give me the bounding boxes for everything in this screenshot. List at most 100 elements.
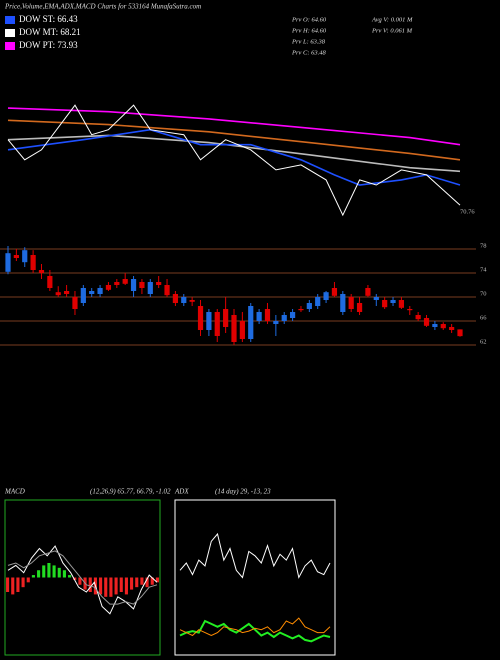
candle-body (22, 250, 28, 263)
info-text: Prv O: 64.60 (291, 16, 327, 23)
ema-line (7, 119, 461, 161)
candle-body (80, 288, 86, 303)
candle-body (356, 303, 363, 312)
candle-body (256, 312, 262, 321)
candle-body (340, 294, 346, 312)
candle-body (348, 297, 354, 309)
panel-subtitle: (14 day) 29, -13, 23 (215, 488, 271, 496)
candle-body (38, 270, 45, 273)
macd-histogram-bar (26, 577, 30, 583)
info-text: Prv C: 63.48 (291, 49, 327, 56)
candle-body (373, 297, 379, 300)
candle-body (197, 306, 204, 330)
candle-body (273, 321, 279, 324)
candle-body (63, 291, 70, 294)
macd-histogram-bar (68, 575, 72, 578)
adx-frame (174, 499, 336, 656)
macd-line (7, 545, 158, 615)
macd-histogram-bar (73, 577, 77, 580)
candle-body (172, 294, 179, 303)
macd-histogram-bar (135, 577, 139, 588)
candle-body (440, 324, 446, 329)
y-tick-label: 62 (480, 338, 487, 345)
y-tick-label: 66 (480, 314, 487, 321)
candle-body (331, 288, 338, 296)
candle-body (105, 285, 112, 290)
macd-histogram-bar (16, 577, 20, 592)
page-title: Price,Volume,EMA,ADX,MACD Charts for 533… (4, 3, 201, 11)
candle-body (89, 291, 95, 294)
y-tick-label: 70 (480, 290, 487, 297)
macd-histogram-bar (88, 577, 92, 592)
adx-line (179, 617, 331, 637)
y-tick-label: 74 (480, 266, 487, 273)
macd-histogram-bar (37, 570, 41, 578)
candle-body (189, 300, 195, 302)
legend-label: DOW PT: 73.93 (19, 40, 78, 50)
candle-body (122, 279, 128, 284)
legend-swatch (5, 42, 15, 50)
macd-histogram-bar (119, 577, 123, 592)
macd-histogram-bar (6, 577, 10, 592)
candle-body (206, 312, 212, 330)
candle-body (114, 282, 120, 285)
candle-body (365, 288, 371, 296)
legend-swatch (5, 29, 15, 37)
macd-histogram-bar (21, 577, 25, 588)
macd-histogram-bar (57, 567, 61, 578)
candle-body (47, 276, 53, 288)
legend-label: DOW ST: 66.43 (19, 14, 78, 24)
candle-body (13, 255, 19, 258)
macd-histogram-bar (145, 577, 149, 588)
macd-histogram-bar (155, 577, 159, 583)
macd-histogram-bar (78, 577, 82, 585)
candle-body (139, 282, 145, 288)
macd-histogram-bar (42, 565, 46, 578)
candle-body (181, 297, 187, 303)
candle-body (231, 315, 237, 342)
macd-histogram-bar (62, 570, 66, 578)
candle-body (5, 253, 11, 272)
candle-body (55, 292, 61, 296)
candle-body (130, 279, 137, 291)
candle-body (30, 255, 36, 270)
legend-label: DOW MT: 68.21 (19, 27, 81, 37)
candle-body (72, 297, 78, 309)
macd-histogram-bar (47, 563, 51, 578)
candle-body (147, 282, 153, 294)
panel-title: ADX (174, 488, 189, 496)
macd-histogram-bar (52, 565, 56, 578)
macd-frame (4, 499, 161, 656)
macd-histogram-bar (104, 577, 108, 597)
candle-body (289, 312, 296, 318)
macd-histogram-bar (150, 577, 154, 585)
adx-line (179, 619, 331, 643)
candle-body (156, 282, 162, 285)
macd-histogram-bar (124, 577, 128, 595)
candle-body (407, 309, 413, 311)
adx-line (179, 532, 331, 579)
macd-histogram-bar (99, 577, 103, 595)
candle-body (223, 309, 229, 327)
candle-body (432, 324, 438, 327)
candle-body (97, 288, 103, 294)
price-label: 70.76 (460, 208, 475, 215)
candle-body (306, 303, 312, 309)
macd-histogram-bar (31, 575, 35, 578)
ema-line (7, 104, 461, 217)
candle-body (214, 312, 220, 336)
candle-body (457, 329, 463, 337)
panel-title: MACD (4, 488, 25, 496)
macd-histogram-bar (109, 577, 113, 597)
macd-histogram-bar (114, 577, 118, 595)
candle-body (164, 285, 170, 296)
candle-body (390, 300, 396, 303)
candle-body (323, 292, 329, 300)
info-text: Avg V: 0.001 M (371, 16, 413, 23)
candle-body (398, 300, 405, 308)
macd-histogram-bar (130, 577, 134, 590)
candle-body (382, 300, 388, 308)
ema-line (7, 128, 461, 186)
macd-line (7, 550, 158, 605)
